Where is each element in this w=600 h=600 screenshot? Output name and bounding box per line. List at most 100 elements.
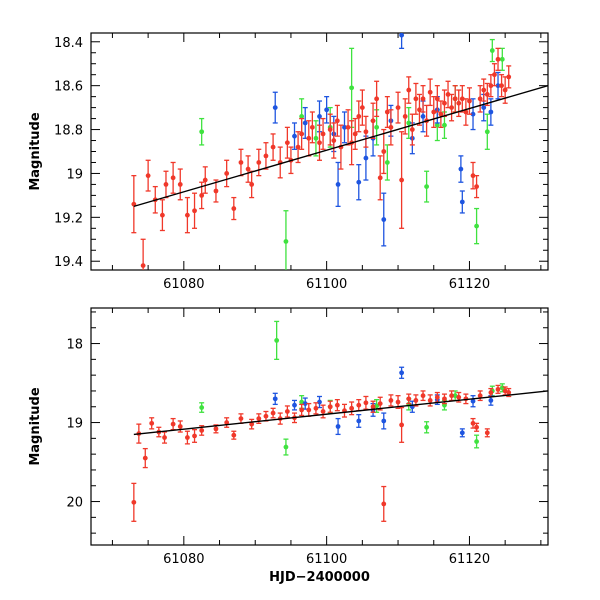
data-point-red <box>299 131 305 137</box>
data-point-red <box>477 96 483 102</box>
data-point-red <box>309 124 315 130</box>
fit-line <box>133 84 548 208</box>
data-point-red <box>184 435 190 440</box>
data-point-blue <box>335 182 341 187</box>
data-point-red <box>434 394 440 400</box>
data-point-red <box>481 87 487 93</box>
data-point-red <box>249 421 255 427</box>
data-point-red <box>238 160 244 165</box>
series-red <box>131 47 512 270</box>
data-point-blue <box>459 199 465 205</box>
data-point-red <box>263 413 269 419</box>
bottom-panel: 61080 61100 61120 18 19 20 Magnitude HJD−240000… <box>28 307 549 585</box>
data-point-red <box>245 166 251 172</box>
x-tick-label: 61100 <box>306 552 347 567</box>
data-point-red <box>388 398 394 403</box>
x-tick-label: 61100 <box>306 277 347 292</box>
data-point-red <box>449 393 455 399</box>
data-point-red <box>377 175 383 181</box>
data-point-red <box>331 138 337 143</box>
data-point-red <box>299 407 305 413</box>
data-point-red <box>140 263 146 269</box>
data-point-red <box>317 140 322 146</box>
data-point-red <box>306 407 312 413</box>
data-point-red <box>284 140 290 146</box>
fit-line <box>133 390 548 436</box>
data-point-red <box>413 96 419 102</box>
data-point-red <box>495 386 501 392</box>
data-point-green <box>484 129 490 135</box>
data-point-green <box>374 124 380 130</box>
data-point-red <box>377 401 383 406</box>
data-point-green <box>406 120 412 126</box>
data-layer <box>131 33 512 270</box>
data-point-blue <box>292 402 297 408</box>
data-point-blue <box>302 120 308 126</box>
data-point-red <box>502 388 508 394</box>
data-point-blue <box>399 370 405 376</box>
data-point-red <box>224 420 230 425</box>
data-point-red <box>506 74 512 80</box>
data-point-red <box>484 430 490 436</box>
y-tick-label: 19.4 <box>54 255 83 270</box>
data-point-red <box>370 404 376 410</box>
data-point-red <box>492 72 497 78</box>
data-point-red <box>162 435 167 440</box>
y-tick-label: 19.2 <box>54 211 83 226</box>
data-point-red <box>349 405 355 411</box>
data-point-red <box>270 410 276 416</box>
data-point-blue <box>488 109 494 115</box>
data-point-red <box>327 404 333 410</box>
plot-frame <box>90 307 549 546</box>
data-point-blue <box>356 418 362 424</box>
data-point-red <box>467 98 472 104</box>
data-point-red <box>192 208 197 214</box>
data-point-red <box>263 153 269 159</box>
data-point-red <box>488 83 494 89</box>
x-tick-label: 61080 <box>163 277 204 292</box>
data-point-red <box>320 409 326 414</box>
y-tick-label: 18.4 <box>54 36 83 51</box>
data-point-green <box>434 122 440 128</box>
data-point-red <box>488 390 494 395</box>
data-point-red <box>420 393 426 399</box>
data-point-blue <box>470 398 476 404</box>
data-point-red <box>442 100 447 106</box>
data-point-green <box>384 160 390 165</box>
data-point-red <box>427 398 433 403</box>
x-tick-label: 61120 <box>449 552 490 567</box>
data-point-red <box>381 501 387 507</box>
data-point-red <box>238 416 244 421</box>
data-point-red <box>352 131 358 137</box>
data-point-blue <box>481 105 487 111</box>
data-point-green <box>489 48 495 53</box>
data-point-blue <box>317 399 322 405</box>
data-point-green <box>299 113 305 119</box>
data-point-red <box>384 109 390 115</box>
data-point-red <box>270 144 276 150</box>
data-point-red <box>295 144 301 150</box>
data-point-green <box>424 184 430 190</box>
data-point-red <box>313 405 319 411</box>
data-point-red <box>402 113 408 119</box>
data-point-red <box>374 96 380 102</box>
x-axis-label: HJD−2400000 <box>269 570 370 585</box>
series-red <box>131 384 512 522</box>
data-point-red <box>449 105 455 111</box>
data-point-blue <box>342 124 347 130</box>
data-point-blue <box>335 424 341 429</box>
data-point-red <box>370 118 376 124</box>
data-point-red <box>399 177 405 183</box>
data-point-green <box>474 439 479 444</box>
data-point-blue <box>399 33 405 38</box>
data-point-red <box>163 182 169 187</box>
data-point-green <box>452 393 458 399</box>
data-point-green <box>283 444 289 450</box>
data-point-red <box>224 171 230 176</box>
data-point-red <box>456 100 462 106</box>
data-point-blue <box>420 113 426 119</box>
data-point-blue <box>363 155 369 161</box>
data-point-red <box>463 109 469 115</box>
top-panel: 61080 61100 61120 18.4 18.6 18.8 19 19.2 19.4 Mag… <box>28 32 549 292</box>
